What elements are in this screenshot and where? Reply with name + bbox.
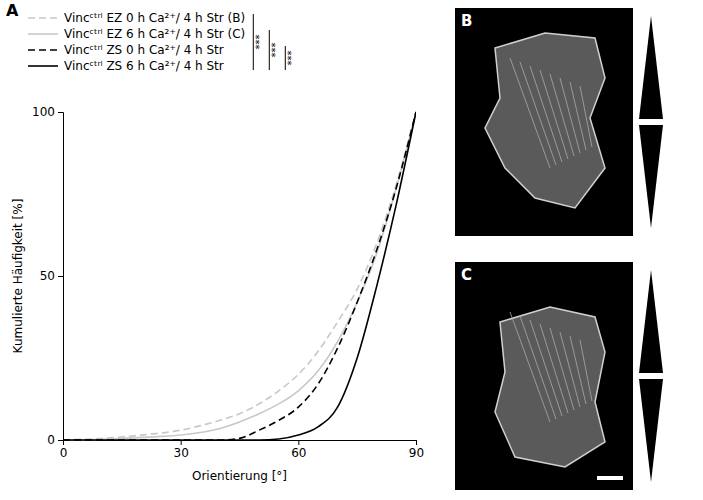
tick-label: 30 bbox=[174, 446, 189, 460]
fiber bbox=[510, 58, 550, 168]
legend-swatch bbox=[28, 17, 58, 19]
axis-line bbox=[64, 441, 417, 446]
y-axis: 0 50 100 bbox=[32, 105, 63, 447]
legend-label: Vincᶜᵗʳˡ ZS 0 h Ca²⁺/ 4 h Str bbox=[64, 43, 224, 57]
cell bbox=[495, 307, 605, 467]
fiber bbox=[510, 312, 550, 422]
orientation-glyph bbox=[639, 16, 663, 119]
tick-mark bbox=[416, 440, 417, 445]
tick: 0 bbox=[47, 433, 63, 447]
series-line bbox=[63, 112, 416, 440]
legend-label: Vincᶜᵗʳˡ EZ 6 h Ca²⁺/ 4 h Str (C) bbox=[64, 27, 245, 41]
tick: 30 bbox=[174, 440, 189, 460]
fiber bbox=[570, 82, 586, 150]
panel-letter: A bbox=[6, 1, 19, 20]
tick-label: 50 bbox=[40, 269, 55, 283]
legend-label: Vincᶜᵗʳˡ ZS 6 h Ca²⁺/ 4 h Str bbox=[64, 59, 224, 73]
fiber bbox=[580, 86, 592, 147]
fiber bbox=[560, 332, 580, 407]
image-background bbox=[455, 262, 633, 490]
tick-label: 0 bbox=[47, 433, 55, 447]
fiber bbox=[570, 336, 586, 404]
legend-swatch bbox=[28, 65, 58, 67]
tick-mark bbox=[298, 440, 299, 445]
orientation-glyph bbox=[639, 270, 663, 373]
legend: Vincᶜᵗʳˡ EZ 0 h Ca²⁺/ 4 h Str (B) Vincᶜᵗʳ… bbox=[28, 11, 245, 73]
legend-swatch bbox=[28, 49, 58, 51]
tick-mark bbox=[58, 112, 63, 113]
figure: A 0 30 60 90 0 50 100 Orientierung [°] Kumulierte… bbox=[0, 0, 703, 500]
cell bbox=[485, 33, 605, 208]
orientation-glyph bbox=[639, 379, 663, 482]
image-background bbox=[455, 8, 633, 236]
tick-label: 90 bbox=[409, 446, 424, 460]
x-axis-title: Orientierung [°] bbox=[192, 469, 287, 483]
scale-bar bbox=[597, 476, 623, 480]
fiber bbox=[530, 320, 562, 416]
tick: 90 bbox=[409, 440, 424, 460]
x-axis: 0 30 60 90 bbox=[60, 440, 424, 460]
tick: 0 bbox=[60, 440, 68, 460]
legend-swatch bbox=[28, 33, 58, 35]
legend-label: Vincᶜᵗʳˡ EZ 0 h Ca²⁺/ 4 h Str (B) bbox=[64, 11, 245, 25]
fiber bbox=[560, 78, 580, 153]
tick-label: 60 bbox=[291, 446, 306, 460]
tick-label: 0 bbox=[60, 446, 68, 460]
tick-mark bbox=[58, 440, 63, 441]
axis-line bbox=[58, 113, 64, 441]
panel-letter: C bbox=[461, 266, 472, 284]
tick-mark bbox=[58, 276, 63, 277]
image-panel: C bbox=[455, 262, 633, 490]
series-line bbox=[63, 112, 416, 440]
orientation-glyph bbox=[639, 125, 663, 228]
image-panel: B bbox=[455, 8, 633, 236]
tick: 60 bbox=[291, 440, 306, 460]
fiber bbox=[540, 70, 568, 159]
tick-label: 100 bbox=[32, 105, 55, 119]
significance: *** bbox=[286, 51, 297, 66]
series-line bbox=[63, 112, 416, 440]
lines bbox=[63, 112, 416, 440]
tick: 50 bbox=[40, 269, 63, 283]
fiber bbox=[530, 66, 562, 162]
significance: *** bbox=[254, 35, 265, 50]
y-axis-title: Kumulierte Häufigkeit [%] bbox=[11, 199, 25, 354]
fiber bbox=[540, 324, 568, 413]
panel-letter: B bbox=[461, 12, 472, 30]
tick: 100 bbox=[32, 105, 63, 119]
series-line bbox=[63, 112, 416, 440]
significance: *** bbox=[270, 43, 281, 58]
fiber bbox=[580, 340, 592, 401]
